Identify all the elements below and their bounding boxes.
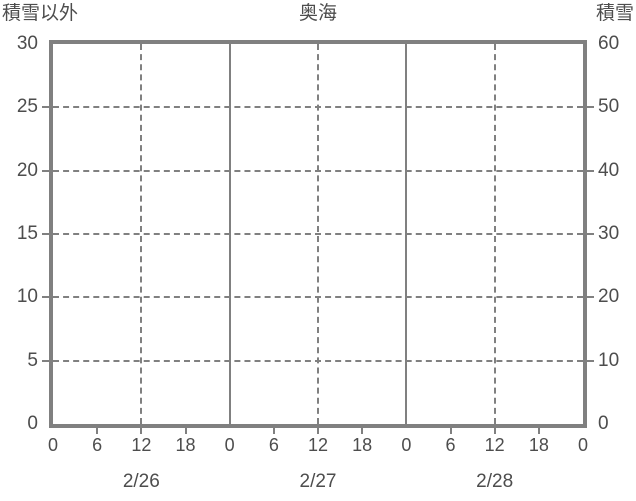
- date-label: 2/28: [476, 471, 514, 492]
- bottom-axis-tick-label: 18: [528, 435, 549, 455]
- left-axis-tick-label: 10: [16, 286, 38, 308]
- right-axis-title: 積雪: [595, 3, 634, 24]
- left-axis-tick-label: 0: [27, 413, 38, 434]
- tick-mark-left: [42, 169, 49, 172]
- bottom-axis-tick-label: 0: [577, 435, 588, 455]
- right-axis-tick-label: 20: [598, 286, 620, 308]
- left-axis-tick-label: 5: [27, 349, 38, 371]
- bottom-axis-tick-label: 6: [445, 435, 456, 455]
- right-axis-tick-label: 40: [598, 159, 620, 181]
- bottom-axis-tick-label: 12: [484, 435, 505, 455]
- tick-mark-right: [587, 359, 594, 362]
- bottom-axis-tick-label: 0: [47, 435, 58, 455]
- right-axis-tick-label: 30: [598, 223, 620, 244]
- date-label: 2/27: [299, 471, 337, 492]
- tick-mark-bottom: [184, 428, 187, 434]
- right-axis-tick-label: 60: [598, 33, 620, 54]
- left-axis-title: 積雪以外: [2, 3, 79, 24]
- left-axis-tick-label: 25: [16, 96, 38, 118]
- tick-mark-bottom: [140, 428, 143, 434]
- tick-mark-bottom: [537, 428, 540, 434]
- tick-mark-left: [42, 106, 49, 109]
- bottom-axis-tick-label: 12: [131, 435, 152, 455]
- tick-mark-bottom: [96, 428, 99, 434]
- tick-mark-bottom: [361, 428, 364, 434]
- left-axis-tick-label: 15: [16, 223, 38, 244]
- bottom-axis-tick-label: 12: [307, 435, 329, 455]
- right-axis-tick-label: 50: [598, 96, 620, 118]
- gridline-day-boundary: [228, 44, 231, 424]
- gridline-vertical: [317, 44, 319, 424]
- bottom-axis-tick-label: 0: [224, 435, 235, 455]
- tick-mark-left: [42, 359, 49, 362]
- right-axis-tick-label: 0: [598, 413, 609, 434]
- bottom-axis-tick-label: 6: [268, 435, 279, 455]
- gridline-day-boundary: [405, 44, 408, 424]
- tick-mark-bottom: [272, 428, 275, 434]
- right-axis-tick-label: 10: [598, 349, 620, 371]
- bottom-axis-tick-label: 0: [401, 435, 412, 455]
- date-label: 2/26: [122, 471, 160, 492]
- gridline-vertical: [140, 44, 143, 424]
- tick-mark-bottom: [317, 428, 319, 434]
- gridline-vertical: [493, 44, 496, 424]
- chart-title: 奥海: [298, 3, 337, 24]
- tick-mark-right: [587, 106, 594, 109]
- tick-mark-left: [42, 296, 49, 299]
- tick-mark-bottom: [493, 428, 496, 434]
- tick-mark-bottom: [449, 428, 452, 434]
- tick-mark-left: [42, 233, 49, 235]
- tick-mark-right: [587, 233, 594, 235]
- plot-inner: [53, 44, 583, 424]
- tick-mark-right: [587, 296, 594, 299]
- tick-mark-right: [587, 169, 594, 172]
- left-axis-tick-label: 30: [16, 33, 38, 54]
- plot-area: [49, 40, 587, 428]
- bottom-axis-tick-label: 18: [175, 435, 196, 455]
- bottom-axis-tick-label: 18: [352, 435, 373, 455]
- left-axis-tick-label: 20: [16, 159, 38, 181]
- bottom-axis-tick-label: 6: [92, 435, 103, 455]
